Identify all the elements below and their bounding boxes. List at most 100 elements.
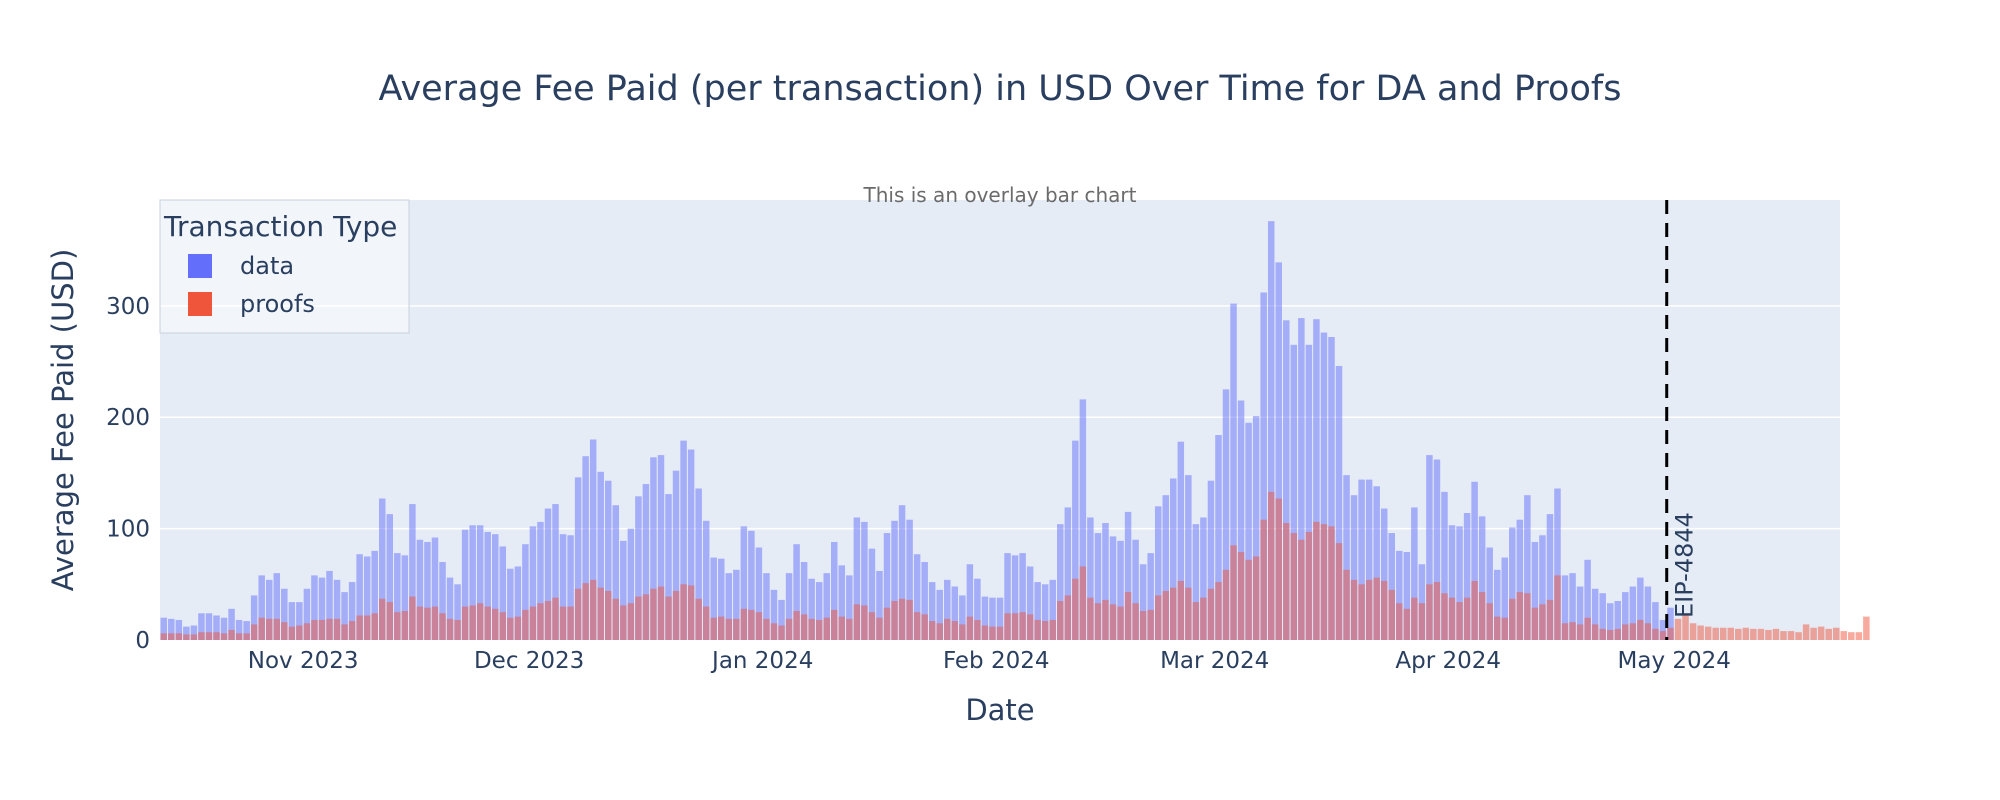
bar-proofs[interactable] (1637, 619, 1644, 640)
bar-proofs[interactable] (1298, 539, 1305, 640)
bar-data[interactable] (1448, 525, 1456, 640)
bar-proofs[interactable] (1629, 623, 1637, 640)
bar-proofs[interactable] (1471, 580, 1478, 640)
bar-proofs[interactable] (672, 590, 680, 640)
bar-proofs[interactable] (1124, 592, 1132, 640)
bar-data[interactable] (672, 470, 680, 640)
bar-data[interactable] (235, 619, 243, 640)
bar-proofs[interactable] (1200, 597, 1207, 640)
bar-proofs[interactable] (1750, 628, 1757, 640)
bar-proofs[interactable] (1546, 599, 1554, 640)
bar-data[interactable] (168, 618, 175, 640)
bar-data[interactable] (1260, 292, 1267, 640)
bar-data[interactable] (1554, 488, 1561, 640)
bar-data[interactable] (793, 544, 800, 640)
bar-data[interactable] (1509, 527, 1516, 640)
bar-data[interactable] (1200, 517, 1207, 640)
bar-proofs[interactable] (1614, 628, 1621, 640)
bar-data[interactable] (1426, 455, 1433, 640)
bar-data[interactable] (1591, 588, 1599, 640)
bar-data[interactable] (1441, 491, 1448, 640)
bar-data[interactable] (944, 579, 951, 640)
bar-proofs[interactable] (1320, 524, 1328, 640)
bar-data[interactable] (1599, 593, 1606, 640)
bar-data[interactable] (1305, 344, 1313, 640)
bar-data[interactable] (1486, 547, 1493, 640)
bar-proofs[interactable] (1147, 609, 1154, 640)
bar-data[interactable] (846, 575, 853, 640)
bar-proofs[interactable] (1245, 559, 1252, 640)
bar-proofs[interactable] (326, 618, 333, 640)
bar-proofs[interactable] (1396, 603, 1403, 640)
bar-data[interactable] (1207, 480, 1215, 640)
bar-proofs[interactable] (431, 606, 439, 640)
bar-data[interactable] (1034, 582, 1041, 640)
bar-data[interactable] (371, 550, 378, 640)
legend-swatch-proofs[interactable] (188, 292, 212, 316)
bar-data[interactable] (356, 554, 363, 640)
bar-data[interactable] (1072, 440, 1079, 640)
bar-data[interactable] (1290, 344, 1298, 640)
bar-proofs[interactable] (1192, 602, 1200, 640)
bar-proofs[interactable] (190, 634, 198, 640)
bar-proofs[interactable] (296, 625, 303, 640)
bar-proofs[interactable] (1237, 552, 1245, 640)
bar-data[interactable] (1463, 513, 1471, 640)
bar-data[interactable] (1411, 507, 1418, 640)
bar-proofs[interactable] (695, 598, 702, 640)
bar-proofs[interactable] (1554, 575, 1561, 640)
bar-proofs[interactable] (1667, 627, 1674, 640)
bar-proofs[interactable] (311, 619, 318, 640)
bar-proofs[interactable] (1335, 543, 1343, 640)
bar-proofs[interactable] (394, 612, 401, 640)
bar-data[interactable] (228, 608, 235, 640)
legend-label-data[interactable]: data (240, 252, 294, 280)
bar-proofs[interactable] (650, 588, 657, 640)
bar-proofs[interactable] (1079, 566, 1087, 640)
bar-proofs[interactable] (1162, 590, 1169, 640)
bar-data[interactable] (1328, 337, 1335, 640)
bar-proofs[interactable] (1177, 580, 1185, 640)
bar-proofs[interactable] (168, 633, 175, 640)
bar-data[interactable] (695, 488, 702, 640)
bar-data[interactable] (1215, 435, 1222, 640)
bar-proofs[interactable] (1207, 588, 1215, 640)
bar-proofs[interactable] (770, 623, 778, 640)
bar-data[interactable] (921, 562, 928, 640)
bar-data[interactable] (1185, 475, 1192, 640)
bar-proofs[interactable] (183, 634, 190, 640)
bar-proofs[interactable] (740, 608, 748, 640)
bar-data[interactable] (1147, 553, 1154, 640)
bar-data[interactable] (1614, 601, 1621, 640)
bar-proofs[interactable] (974, 619, 981, 640)
bar-proofs[interactable] (356, 615, 363, 640)
bar-proofs[interactable] (1328, 526, 1335, 640)
bar-data[interactable] (620, 540, 627, 640)
bar-proofs[interactable] (1102, 599, 1109, 640)
bar-proofs[interactable] (831, 609, 838, 640)
bar-data[interactable] (574, 477, 582, 640)
bar-proofs[interactable] (1049, 619, 1056, 640)
bar-data[interactable] (190, 625, 198, 640)
bar-proofs[interactable] (469, 605, 476, 640)
bar-proofs[interactable] (1267, 491, 1275, 640)
bar-data[interactable] (273, 573, 281, 640)
bar-proofs[interactable] (1825, 628, 1832, 640)
bar-proofs[interactable] (1576, 624, 1584, 640)
bar-proofs[interactable] (1689, 623, 1697, 640)
bar-proofs[interactable] (1652, 628, 1659, 640)
bar-proofs[interactable] (823, 617, 830, 640)
bar-data[interactable] (1124, 511, 1132, 640)
bar-proofs[interactable] (333, 618, 341, 640)
bar-data[interactable] (160, 617, 168, 640)
bar-proofs[interactable] (228, 629, 235, 640)
bar-proofs[interactable] (446, 618, 454, 640)
bar-proofs[interactable] (1072, 578, 1079, 640)
bar-data[interactable] (1026, 566, 1034, 640)
bar-data[interactable] (1139, 564, 1147, 640)
bar-proofs[interactable] (1591, 624, 1599, 640)
bar-data[interactable] (1267, 221, 1275, 640)
bar-data[interactable] (928, 582, 936, 640)
legend[interactable]: Transaction Type data proofs (159, 199, 410, 334)
bar-proofs[interactable] (1139, 611, 1147, 640)
